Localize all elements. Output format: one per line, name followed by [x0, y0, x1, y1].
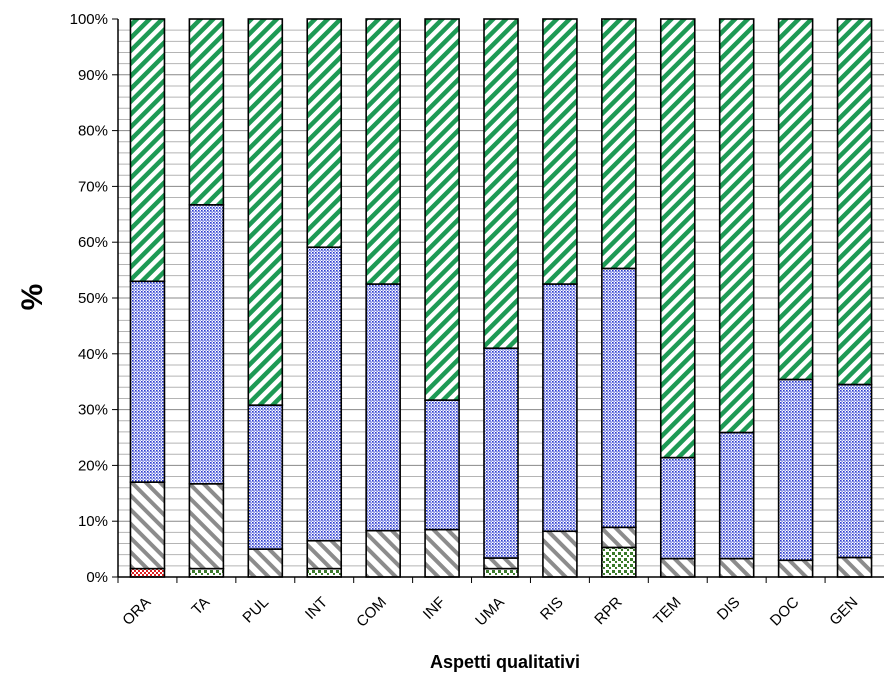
bar-segment	[777, 18, 814, 381]
y-tick-label: 0%	[86, 569, 108, 586]
y-tick-label: 20%	[78, 457, 108, 474]
bar-segment	[424, 528, 460, 578]
x-tick-label: TA	[188, 594, 213, 619]
x-tick-label: ORA	[119, 594, 154, 629]
bar-segment	[306, 539, 343, 570]
bar-segment	[836, 18, 873, 386]
bar-segment	[129, 481, 166, 570]
bar-segment	[129, 280, 166, 483]
x-tick-label: INF	[420, 594, 449, 623]
bar-segment	[659, 456, 696, 560]
y-tick-label: 90%	[78, 67, 108, 84]
bar-segment	[601, 526, 637, 549]
bar-segment	[424, 399, 460, 531]
bar-segment	[836, 556, 873, 578]
x-tick-label: RIS	[537, 594, 567, 624]
y-tick-label: 60%	[78, 234, 108, 251]
bar-segment	[188, 483, 225, 570]
y-tick-label: 70%	[78, 178, 108, 195]
y-tick-label: 80%	[78, 123, 108, 140]
y-tick-label: 30%	[78, 402, 108, 419]
x-tick-label: RPR	[591, 594, 626, 629]
bar-segment	[424, 18, 460, 401]
bar-segment	[188, 567, 225, 578]
y-tick-label: 40%	[78, 346, 108, 363]
bar-segment	[483, 557, 519, 570]
y-tick-labels: 0% 10% 20% 30% 40% 50% 60% 70% 80% 90% 100%	[70, 11, 108, 586]
x-tick-label: UMA	[472, 594, 508, 630]
bar-segment	[247, 18, 284, 406]
bar-segment	[365, 283, 401, 532]
y-tick-label: 50%	[78, 290, 108, 307]
bar-segment	[483, 347, 519, 559]
bar-segment	[483, 18, 519, 350]
bar-segment	[836, 383, 873, 559]
x-tick-label: DIS	[714, 594, 744, 624]
y-tick-label: 10%	[78, 513, 108, 530]
bar-segment	[542, 283, 578, 533]
bar-segment	[601, 18, 637, 270]
y-axis-title: %	[16, 284, 49, 311]
bar-segment	[718, 431, 755, 560]
bar-segment	[718, 18, 755, 434]
x-axis-title: Aspetti qualitativi	[430, 652, 580, 672]
x-tick-labels: ORA TA PUL INT COM INF UMA RIS RPR TEM DIS DOC GEN	[119, 594, 861, 631]
x-tick-label: DOC	[767, 594, 803, 630]
bar-segment	[777, 559, 814, 578]
bar-segment	[365, 18, 401, 285]
bar-segment	[188, 18, 225, 206]
axes	[112, 18, 884, 583]
x-tick-label: PUL	[239, 594, 272, 627]
bar-segment	[659, 557, 696, 578]
bar-segment	[365, 529, 401, 578]
x-tick-label: INT	[302, 594, 331, 623]
bar-segment	[306, 567, 343, 578]
bar-segment	[306, 246, 343, 542]
bar-segment	[247, 548, 284, 578]
bars	[129, 18, 873, 578]
x-tick-label: GEN	[826, 594, 861, 629]
bar-segment	[542, 18, 578, 285]
bar-segment	[777, 378, 814, 562]
bar-segment	[129, 567, 166, 578]
x-tick-label: TEM	[650, 594, 684, 628]
bar-segment	[247, 404, 284, 550]
bar-segment	[718, 557, 755, 578]
bar-segment	[306, 18, 343, 249]
bar-segment	[483, 567, 519, 578]
bar-segment	[601, 267, 637, 529]
x-tick-label: COM	[353, 594, 390, 631]
bar-segment	[188, 204, 225, 485]
bar-segment	[659, 18, 696, 459]
y-tick-label: 100%	[70, 11, 108, 28]
bar-segment	[542, 530, 578, 578]
bar-segment	[601, 546, 637, 578]
bar-segment	[129, 18, 166, 283]
